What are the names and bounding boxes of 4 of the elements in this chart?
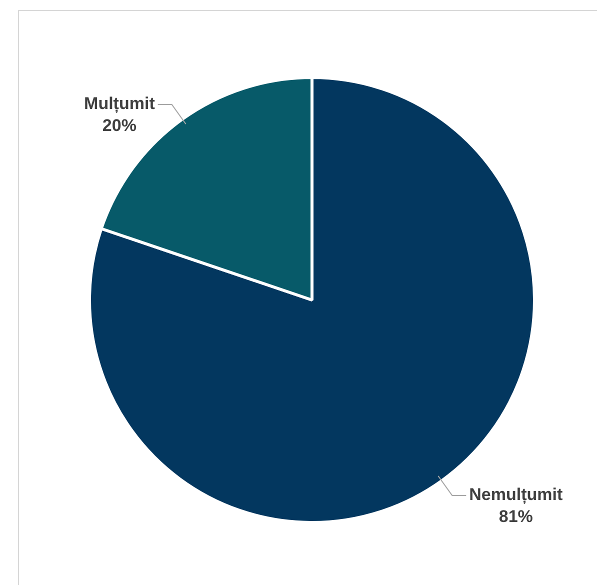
data-label: 81% — [498, 507, 533, 526]
slice-label: Mulțumit — [84, 94, 156, 114]
slice-label: Nemulțumit — [469, 485, 563, 504]
data-label: 20% — [102, 116, 136, 136]
